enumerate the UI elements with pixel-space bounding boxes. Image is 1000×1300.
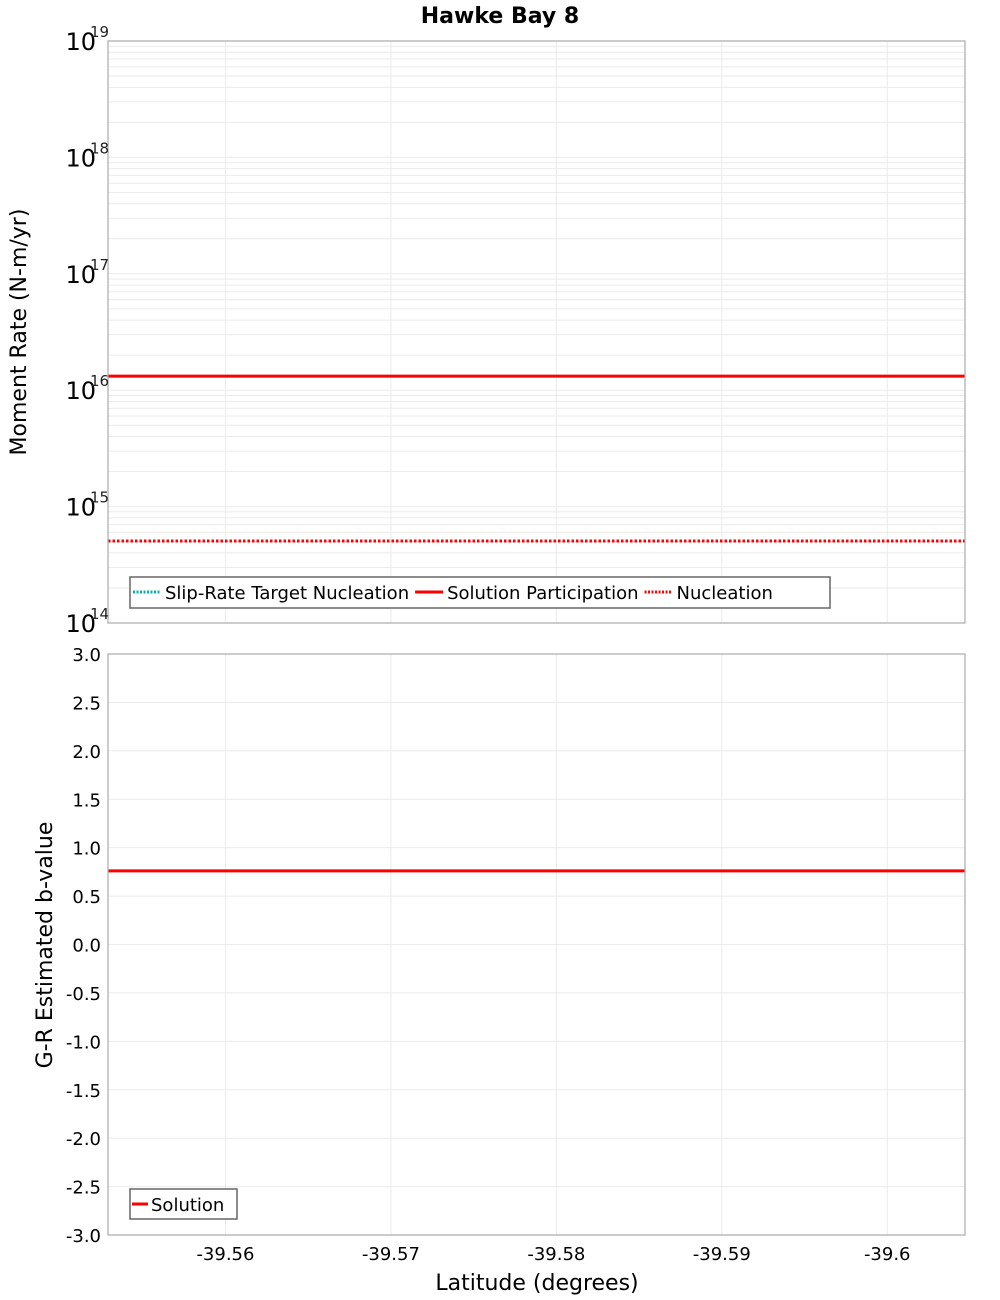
legend: Solution (129, 1188, 238, 1220)
x-tick-label: -39.56 (196, 1244, 254, 1265)
legend-item: Solution (151, 1195, 224, 1216)
y-tick-label: 2.5 (72, 693, 101, 714)
series-lines (108, 374, 965, 543)
y-tick-label: -1.5 (66, 1081, 101, 1102)
y-axis-label: Moment Rate (N-m/yr) (7, 209, 32, 456)
grid (108, 41, 965, 624)
y-tick-label: 10 (65, 28, 96, 56)
x-tick-label: -39.6 (864, 1244, 911, 1265)
y-tick-label: -1.0 (66, 1032, 101, 1053)
plot-border (107, 40, 966, 624)
y-tick-exponent: 15 (90, 489, 109, 507)
y-tick-exponent: 14 (90, 605, 109, 623)
x-axis-ticks: -39.56 -39.57 -39.58 -39.59 -39.6 (196, 1244, 910, 1265)
y-tick-label: 1.5 (72, 790, 101, 811)
y-tick-label: 0.0 (72, 936, 101, 957)
y-tick-label: 0.5 (72, 887, 101, 908)
y-tick-exponent: 17 (90, 256, 109, 274)
y-tick-exponent: 19 (90, 23, 109, 41)
y-tick-label: 10 (65, 610, 96, 638)
y-tick-label: -0.5 (66, 984, 101, 1005)
y-tick-label: 10 (65, 494, 96, 522)
y-tick-label: 10 (65, 377, 96, 405)
y-tick-label: 10 (65, 144, 96, 172)
x-tick-label: -39.59 (693, 1244, 751, 1265)
legend-item: Solution Participation (447, 583, 638, 604)
b-value-plot: 3.0 2.5 2.0 1.5 1.0 0.5 0.0 -0.5 -1.0 -1.5 -2.0 -2.… (33, 645, 966, 1296)
y-tick-exponent: 18 (90, 139, 109, 157)
y-tick-label: 3.0 (72, 645, 101, 666)
y-tick-label: 1.0 (72, 839, 101, 860)
legend-item: Slip-Rate Target Nucleation (165, 583, 409, 604)
y-axis-ticks: 3.0 2.5 2.0 1.5 1.0 0.5 0.0 -0.5 -1.0 -1.5 -2.0 -2.… (66, 645, 101, 1247)
y-tick-label: -2.0 (66, 1129, 101, 1150)
y-tick-label: -2.5 (66, 1178, 101, 1199)
y-axis-label: G-R Estimated b-value (33, 822, 58, 1069)
legend-box (129, 576, 831, 609)
y-tick-label: -3.0 (66, 1226, 101, 1247)
y-tick-label: 2.0 (72, 742, 101, 763)
plot-border (107, 653, 966, 1236)
plot-area (108, 41, 965, 623)
legend-item: Nucleation (677, 583, 773, 604)
x-axis-label: Latitude (degrees) (435, 1271, 638, 1296)
y-tick-label: 10 (65, 261, 96, 289)
chart-title: Hawke Bay 8 (421, 4, 579, 29)
x-tick-label: -39.58 (527, 1244, 585, 1265)
x-tick-label: -39.57 (362, 1244, 420, 1265)
y-tick-exponent: 16 (90, 372, 109, 390)
legend: Slip-Rate Target Nucleation Solution Part… (129, 576, 831, 609)
